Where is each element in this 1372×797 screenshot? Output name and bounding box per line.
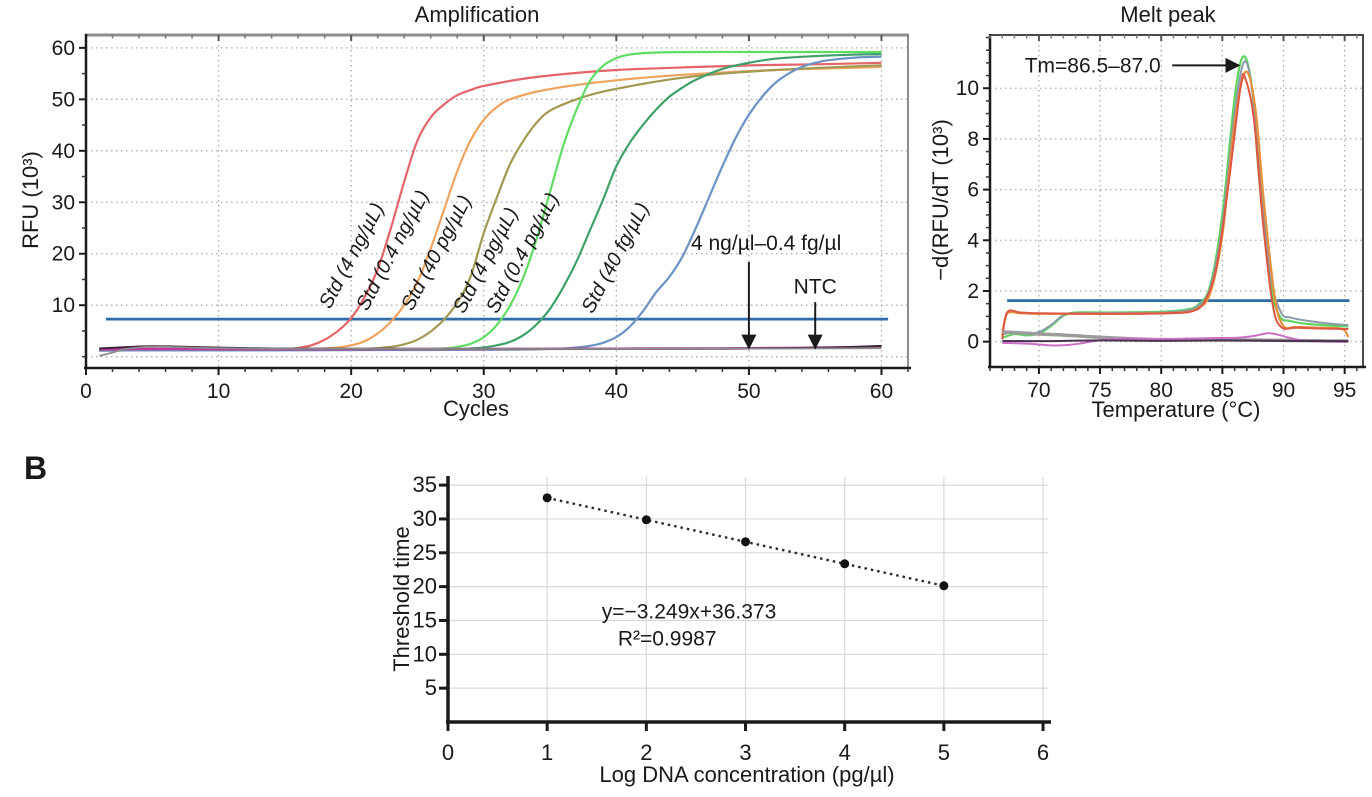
annotation-text: 4 ng/µl–0.4 fg/µl [691,232,841,255]
standard-curve-x-axis-label: Log DNA concentration (pg/µl) [599,762,895,787]
tick-label-y: 50 [52,88,75,111]
tick-label-x: 20 [339,380,362,403]
tick-label-x: 1 [541,740,553,765]
tick-label-x: 60 [870,380,893,403]
tick-label-x: 10 [207,380,230,403]
tick-label-y: 40 [52,140,75,163]
tick-label-y: 4 [967,229,979,252]
series-melt-red [1001,72,1349,340]
chart-melt: 70 75 80 85 90 95 0 2 4 6 8 10 Tm=86.5–87.0 [956,34,1366,402]
tick-label-y: 5 [425,675,437,700]
tick-label-x: 50 [737,380,760,403]
tick-label-x: 75 [1088,379,1111,402]
tick-label-x: 70 [1027,379,1050,402]
tick-label-x: 5 [938,740,950,765]
tick-label-y: 20 [413,574,437,599]
melt-x-axis-label: Temperature (°C) [1091,397,1261,422]
data-point [840,559,850,569]
tick-label-x: 40 [605,380,628,403]
series-std-0-4-ng-l [99,65,882,352]
tick-label-y: 30 [413,506,437,531]
tick-label-x: 3 [739,740,751,765]
chart-standard-curve: 0 1 2 3 4 5 6 5 10 15 20 25 30 35 y=−3.249x+36.373 R²=0… [413,472,1051,765]
tick-label-y: 30 [52,191,75,214]
series-melt-orange [1001,70,1350,338]
series-melt-magenta [1002,332,1349,347]
amplification-y-axis-label: RFU (10³) [18,151,43,249]
panel-b-label: B [24,450,48,486]
tick-label-y: 25 [413,540,437,565]
annotation-tm-86-5-87-0: Tm=86.5–87.0 [1025,54,1241,77]
tick-label-y: 0 [967,331,979,354]
tick-label-y: 2 [967,280,979,303]
equation-label: y=−3.249x+36.373 [602,600,777,623]
melt-peak-title: Melt peak [1120,2,1216,27]
tick-label-y: 10 [956,77,979,100]
data-point [542,493,552,503]
tick-label-y: 35 [413,472,437,497]
tick-label-x: 0 [442,740,454,765]
amplification-x-axis-label: Cycles [442,396,510,421]
series-melt-dark [1002,339,1349,343]
amplification-title: Amplification [414,2,540,27]
tick-label-x: 95 [1333,379,1356,402]
tick-label-x: 30 [472,380,495,403]
tick-label-x: 85 [1211,379,1234,402]
series-melt-green [1001,55,1349,339]
tick-label-y: 60 [52,37,75,60]
curve-label-std-40-fg-l: Std (40 fg/µL) [577,199,654,317]
equation-label: R²=0.9987 [618,628,717,651]
tick-label-y: 10 [413,641,437,666]
annotation-4-ng-l-0-4-fg-l: 4 ng/µl–0.4 fg/µl [691,232,841,350]
series-baseline-gray [99,345,882,357]
tick-label-y: 6 [967,179,979,202]
series-melt-gray-blue [1002,60,1349,336]
tick-label-x: 80 [1150,379,1173,402]
tick-label-x: 2 [640,740,652,765]
annotation-ntc: NTC [794,276,837,350]
standard-curve-y-axis-label: Threshold time [389,526,414,672]
tick-label-y: 10 [52,294,75,317]
tick-label-x: 90 [1272,379,1295,402]
annotation-text: Tm=86.5–87.0 [1025,54,1161,77]
tick-label-x: 4 [839,740,851,765]
tick-label-y: 15 [413,607,437,632]
melt-y-axis-label: −d(RFU/dT (10³) [928,119,953,281]
data-point [939,581,949,591]
tick-label-y: 8 [967,128,979,151]
tick-label-y: 20 [52,243,75,266]
data-point [641,515,651,525]
data-point [741,537,751,547]
tick-label-x: 6 [1037,740,1049,765]
annotation-text: NTC [794,276,837,299]
tick-label-x: 0 [80,380,92,403]
